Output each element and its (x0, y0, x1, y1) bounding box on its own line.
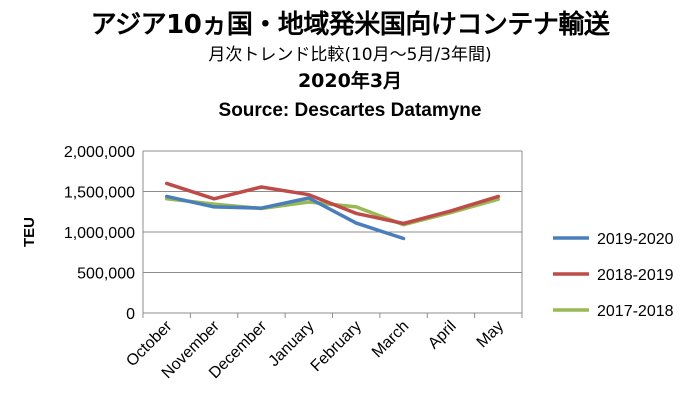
chart-period: 2020年3月 (297, 70, 403, 92)
x-tick-label: April (425, 318, 460, 353)
chart-source: Source: Descartes Datamyne (218, 100, 482, 121)
y-axis-label: TEU (21, 217, 38, 247)
legend-label: 2017-2018 (597, 303, 674, 320)
series-line-2018-2019 (164, 181, 501, 226)
legend: 2019-2020 2018-2019 2017-2018 (553, 231, 674, 320)
y-tick-label: 2,000,000 (64, 144, 135, 161)
series-lines (164, 181, 501, 241)
legend-label: 2018-2019 (597, 267, 674, 284)
y-tick-label: 500,000 (77, 266, 135, 283)
y-tick-label: 1,500,000 (64, 185, 135, 202)
gridlines (143, 150, 522, 273)
x-tick-label: March (369, 318, 412, 361)
x-tick-label: February (308, 318, 365, 375)
axes: 0500,0001,000,0001,500,0002,000,000Octob… (21, 144, 523, 382)
chart-title: アジア10ヵ国・地域発米国向けコンテナ輸送 (90, 10, 610, 40)
chart-subtitle: 月次トレンド比較(10月～5月/3年間) (208, 45, 492, 65)
series-line-2019-2020 (164, 194, 406, 241)
x-tick-label: May (474, 318, 507, 351)
legend-label: 2019-2020 (597, 231, 674, 248)
y-tick-label: 1,000,000 (64, 225, 135, 242)
y-tick-label: 0 (126, 306, 135, 323)
